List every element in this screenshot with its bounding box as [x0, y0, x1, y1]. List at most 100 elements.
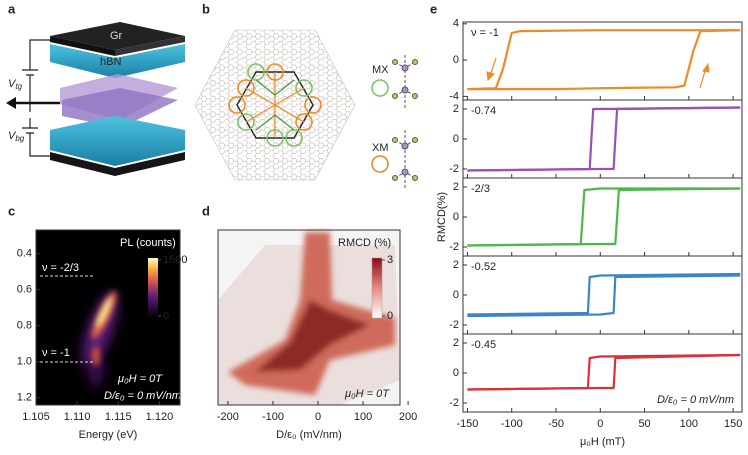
- layer-label: Gr: [110, 30, 123, 42]
- loop-label: -0.74: [471, 105, 496, 117]
- x-tick-label: 100: [680, 418, 698, 430]
- y-tick-label: 1.2: [17, 392, 32, 404]
- hysteresis-sweep: [467, 274, 741, 318]
- y-tick-label: 0: [453, 54, 459, 66]
- panel-label: a: [8, 1, 16, 16]
- y-tick-label: 2: [453, 181, 459, 193]
- x-tick-label: 200: [399, 411, 417, 423]
- y-tick-label: -2: [449, 241, 459, 253]
- slab-side: [50, 36, 115, 56]
- twisted-layers: [62, 88, 178, 128]
- panel-label: b: [202, 1, 210, 16]
- x-tick-label: 0: [315, 411, 321, 423]
- gate-label: Vbg: [8, 130, 25, 143]
- circle: [412, 175, 418, 181]
- panel-label: e: [430, 1, 437, 16]
- x-tick-label: 50: [638, 418, 650, 430]
- gate-subscript: tg: [15, 82, 22, 91]
- circle: [401, 142, 409, 150]
- xm-site: [228, 96, 246, 114]
- y-tick-label: 0: [453, 211, 459, 223]
- y-tick-label: 0.8: [17, 320, 32, 332]
- y-tick-label: 0.4: [17, 247, 32, 259]
- hysteresis-sweep: [467, 272, 741, 316]
- hysteresis-sweep: [467, 187, 741, 247]
- colorbar-title: PL (counts): [120, 237, 176, 249]
- arrow-head: [6, 97, 16, 109]
- loop-label: -0.52: [471, 261, 496, 273]
- slab-side: [115, 36, 185, 56]
- arrow-head: [702, 62, 710, 73]
- x-tick-label: -50: [548, 418, 564, 430]
- y-tick-label: -2: [449, 163, 459, 175]
- pl-map: ν = -2/3 ν = -1 μ₀H = 0T D/ε₀ = 0 mV/nm …: [36, 230, 181, 405]
- panel-label: d: [202, 203, 210, 218]
- x-tick-label: -100: [501, 418, 523, 430]
- x-tick-label: -150: [456, 418, 478, 430]
- mx-legend: [371, 79, 389, 97]
- loop-label: ν = -1: [471, 27, 499, 39]
- y-tick-label: 0: [453, 289, 459, 301]
- colorbar: [148, 258, 158, 318]
- device-schematic: Gr hBN Vtg Vbg: [6, 22, 185, 176]
- atom-sketch: [392, 55, 418, 190]
- y-axis-label: RMCD(%): [436, 192, 448, 242]
- layer-label: hBN: [100, 56, 121, 68]
- hysteresis-sweep: [467, 29, 741, 91]
- colorbar-tick-label: 1500: [163, 254, 187, 266]
- x-tick-label: 1.105: [22, 411, 50, 423]
- ellipse: [96, 297, 112, 327]
- hbn-top: [50, 44, 185, 78]
- circle: [401, 86, 409, 94]
- plot-frame: [462, 255, 743, 335]
- x-axis-label: Energy (eV): [79, 429, 138, 441]
- graphite-bottom: [50, 152, 185, 176]
- pl-intensity: [91, 291, 117, 366]
- annotation: D/ε₀ = 0 mV/nm: [657, 394, 734, 406]
- sweep-arrows: [486, 57, 710, 89]
- circle: [392, 175, 398, 181]
- y-tick-label: 0: [453, 367, 459, 379]
- x-axis-label: D/ε₀ (mV/nm): [276, 429, 342, 441]
- y-tick-label: 0: [453, 133, 459, 145]
- annotation: ν = -2/3: [42, 262, 79, 274]
- hysteresis-sweep: [467, 187, 741, 247]
- y-tick-label: -4: [449, 90, 459, 102]
- annotation: ν = -1: [42, 347, 70, 359]
- x-tick-label: -200: [217, 411, 239, 423]
- xm-legend: [371, 155, 389, 173]
- y-tick-label: -2: [449, 397, 459, 409]
- y-tick-label: 2: [453, 259, 459, 271]
- hopping: [255, 79, 295, 131]
- gate-subscript: bg: [15, 134, 24, 143]
- path: [255, 300, 370, 372]
- y-tick-label: 0.6: [17, 283, 32, 295]
- hysteresis-sweep: [467, 106, 741, 172]
- annotation: μ₀H = 0T: [344, 388, 390, 400]
- circle: [412, 137, 418, 143]
- hysteresis-sweep: [467, 353, 741, 391]
- moire-diagram: MX XM: [194, 29, 418, 190]
- plot-frame: [217, 229, 401, 406]
- plot-frame: [462, 99, 743, 179]
- loop-label: -0.45: [471, 339, 496, 351]
- circle: [392, 137, 398, 143]
- moire-cell: [236, 71, 314, 139]
- hopping: [245, 72, 305, 138]
- arrow-head: [486, 71, 495, 82]
- xm-site: [304, 96, 322, 114]
- ellipse: [92, 346, 100, 366]
- gate-wiring: [22, 39, 50, 157]
- rmcd-map: RMCD (%) μ₀H = 0T: [218, 230, 400, 405]
- x-axis-label: μ₀H (mT): [580, 436, 625, 448]
- circle: [401, 168, 409, 176]
- mx-site: [247, 63, 265, 81]
- x-tick-label: 100: [354, 411, 372, 423]
- rmcd-intensity: [228, 232, 395, 395]
- x-tick-label: 1.115: [105, 411, 132, 423]
- x-tick-label: 1.120: [146, 411, 174, 423]
- mx-site: [295, 79, 313, 97]
- gate-symbol: V: [8, 130, 17, 142]
- y-tick-label: 2: [453, 103, 459, 115]
